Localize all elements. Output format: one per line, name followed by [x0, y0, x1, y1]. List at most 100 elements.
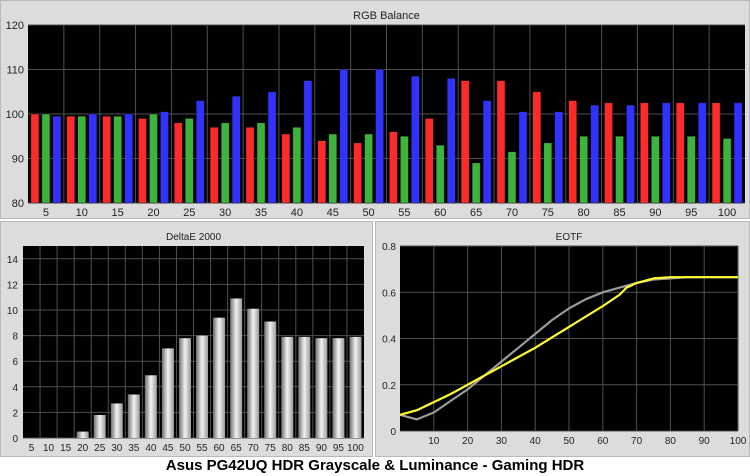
x-tick-label: 60	[214, 443, 226, 454]
deltae-panel: DeltaE 2000 0 2 4 6 8 10 12 14 5 10 15 20 25 30 35 40 45 5…	[0, 221, 373, 457]
figure-caption: Asus PG42UQ HDR Grayscale & Luminance - …	[165, 457, 585, 474]
bar-blue	[52, 116, 62, 204]
bar-blue	[482, 100, 492, 204]
x-tick-label: 20	[147, 207, 159, 219]
deltae-bar	[196, 335, 209, 438]
bar-red	[30, 113, 40, 204]
deltae-bar	[298, 336, 311, 438]
deltae-chart: DeltaE 2000 0 2 4 6 8 10 12 14 5 10 15 20 25 30 35 40 45 5…	[7, 232, 364, 454]
x-tick-label: 30	[111, 443, 123, 454]
y-tick-label: 14	[7, 255, 19, 266]
bar-green	[615, 136, 624, 204]
x-tick-label: 70	[631, 436, 643, 447]
bar-red	[604, 102, 613, 204]
deltae-bar	[93, 414, 106, 438]
bar-green	[149, 113, 158, 204]
bar-red	[568, 100, 577, 204]
bar-red	[102, 116, 111, 204]
y-tick-label: 8	[12, 332, 18, 343]
bar-green	[77, 116, 86, 204]
y-tick-label: 4	[12, 383, 18, 394]
y-tick-label: 10	[7, 306, 19, 317]
y-tick-label: 6	[12, 357, 18, 368]
x-tick-label: 60	[434, 207, 446, 219]
bar-blue	[124, 113, 133, 204]
x-tick-label: 50	[362, 207, 374, 219]
deltae-bar	[144, 375, 157, 438]
bar-green	[436, 144, 445, 204]
x-tick-label: 20	[77, 443, 89, 454]
bar-blue	[375, 69, 384, 204]
bar-green	[256, 122, 266, 204]
x-tick-label: 80	[282, 443, 294, 454]
x-tick-label: 75	[265, 443, 277, 454]
bar-red	[66, 116, 75, 204]
y-tick-label: 0.6	[382, 288, 396, 299]
y-tick-label: 120	[6, 20, 24, 32]
x-tick-label: 100	[347, 443, 364, 454]
bar-green	[41, 113, 51, 204]
bar-red	[496, 80, 506, 204]
bar-green	[722, 138, 732, 204]
deltae-bar	[213, 317, 226, 438]
deltae-bar	[247, 308, 260, 438]
x-tick-label: 90	[316, 443, 328, 454]
bar-green	[471, 162, 481, 204]
x-tick-label: 85	[613, 207, 625, 219]
bar-green	[113, 116, 122, 204]
y-tick-label: 12	[7, 280, 19, 291]
bar-blue	[267, 91, 277, 204]
bar-blue	[518, 111, 528, 204]
x-tick-label: 25	[183, 207, 195, 219]
y-tick-label: 0	[390, 427, 396, 438]
bar-blue	[303, 80, 313, 204]
x-tick-label: 100	[730, 436, 747, 447]
x-tick-label: 20	[462, 436, 474, 447]
x-tick-label: 80	[665, 436, 677, 447]
bar-red	[425, 118, 434, 204]
deltae-bar	[178, 338, 191, 438]
bar-green	[687, 136, 696, 204]
x-tick-label: 95	[333, 443, 345, 454]
y-tick-label: 100	[6, 109, 24, 121]
bar-green	[292, 127, 302, 204]
bar-red	[640, 102, 649, 204]
bar-blue	[662, 102, 671, 204]
deltae-bar	[264, 321, 277, 438]
bar-green	[220, 122, 230, 204]
y-tick-label: 0	[12, 434, 18, 445]
bar-blue	[447, 78, 456, 204]
bar-blue	[231, 95, 241, 204]
x-tick-label: 30	[219, 207, 231, 219]
bar-green	[579, 136, 588, 204]
deltae-bar	[230, 298, 243, 438]
chart-title: EOTF	[556, 232, 583, 243]
bar-red	[460, 80, 470, 204]
y-tick-label: 110	[6, 65, 24, 77]
bar-blue	[698, 102, 707, 204]
x-tick-label: 60	[597, 436, 609, 447]
bar-blue	[339, 69, 348, 204]
deltae-bar	[281, 336, 294, 438]
y-tick-label: 80	[12, 198, 24, 210]
x-tick-label: 25	[94, 443, 106, 454]
bar-blue	[554, 111, 564, 204]
x-tick-label: 70	[506, 207, 518, 219]
chart-title: DeltaE 2000	[166, 232, 221, 243]
x-tick-label: 15	[112, 207, 124, 219]
bar-red	[245, 127, 255, 204]
x-tick-label: 10	[43, 443, 55, 454]
x-tick-label: 90	[699, 436, 711, 447]
y-tick-label: 90	[12, 154, 24, 166]
bar-blue	[196, 100, 205, 204]
rgb-balance-chart: RGB Balance 80 90 100 110 120 5 10 15 20 25 30 35 40 4…	[6, 10, 745, 219]
x-tick-label: 90	[649, 207, 661, 219]
x-tick-label: 5	[29, 443, 35, 454]
bar-red	[353, 142, 362, 204]
x-tick-label: 45	[327, 207, 339, 219]
deltae-bar	[76, 431, 89, 438]
chart-title: RGB Balance	[353, 10, 420, 22]
bar-red	[532, 91, 542, 204]
bar-blue	[160, 111, 169, 204]
x-tick-label: 55	[196, 443, 208, 454]
